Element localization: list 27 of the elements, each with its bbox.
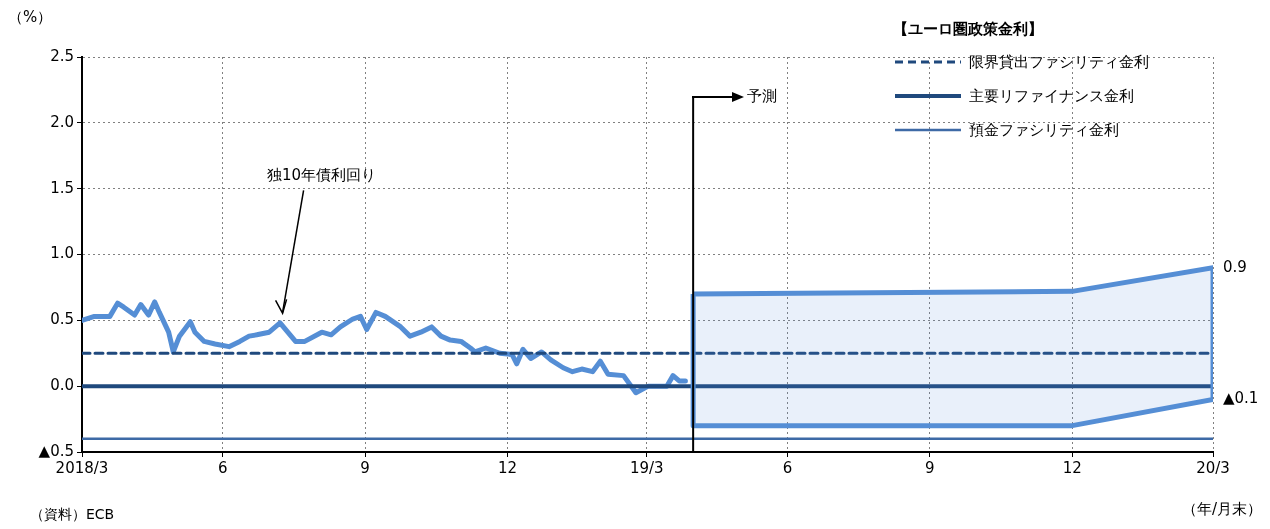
y-tick-label: 1.0	[50, 244, 74, 263]
legend-label: 預金ファシリティ金利	[969, 120, 1119, 140]
text: （資料）ECB	[30, 506, 115, 524]
x-tick-label: 9	[360, 458, 370, 477]
y-tick-label: 0.0	[50, 376, 74, 395]
annotation: 独10年債利回り	[267, 166, 377, 185]
legend-title: 【ユーロ圏政策金利】	[893, 20, 1044, 39]
annotation: 0.9	[1223, 257, 1247, 276]
x-tick-label: 20/3	[1196, 458, 1230, 477]
y-tick-label: 1.5	[50, 178, 74, 197]
x-tick-label: 12	[497, 458, 518, 477]
ref-line-label: 予測	[747, 86, 778, 105]
annotation: ▲0.1	[1223, 389, 1259, 408]
y-axis-title: （%）	[8, 8, 53, 27]
x-tick-label: 2018/3	[55, 458, 109, 477]
y-tick-label: 2.5	[50, 46, 74, 65]
x-axis-title: （年/月末）	[1181, 500, 1262, 519]
x-tick-label: 9	[925, 458, 935, 477]
x-tick-label: 19/3	[629, 458, 664, 477]
legend-label: 主要リファイナンス金利	[969, 86, 1134, 106]
y-tick-label: 2.0	[50, 112, 74, 131]
x-tick-label: 6	[782, 458, 793, 477]
legend-label: 限界貸出ファシリティ金利	[969, 52, 1149, 72]
x-tick-label: 12	[1062, 458, 1082, 477]
y-tick-label: ▲0.5	[38, 441, 74, 460]
y-tick-label: 0.5	[50, 310, 74, 329]
x-tick-label: 6	[218, 458, 228, 477]
